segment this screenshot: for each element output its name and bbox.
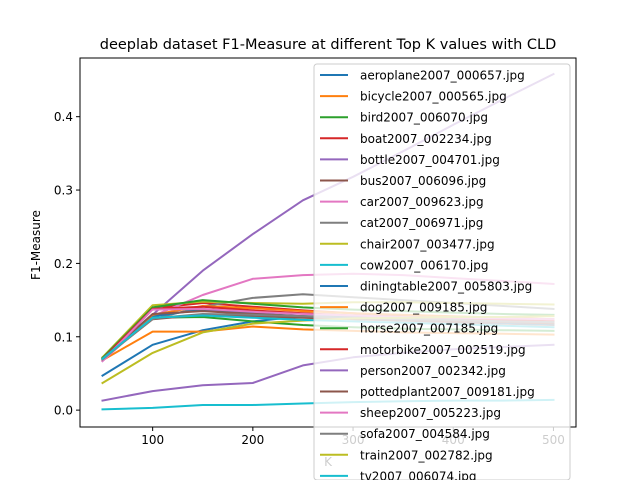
legend-label: pottedplant2007_009181.jpg: [360, 385, 535, 399]
legend-label: diningtable2007_005803.jpg: [360, 280, 532, 294]
legend-label: sofa2007_004584.jpg: [360, 427, 490, 441]
legend-label: bicycle2007_000565.jpg: [360, 90, 507, 104]
x-tick-label: 100: [141, 433, 164, 447]
legend-label: cat2007_006971.jpg: [360, 216, 483, 230]
legend-label: bus2007_006096.jpg: [360, 174, 486, 188]
legend-label: horse2007_007185.jpg: [360, 322, 498, 336]
x-tick-label: 200: [241, 433, 264, 447]
legend-label: tv2007_006074.jpg: [360, 469, 477, 480]
legend-label: bottle2007_004701.jpg: [360, 153, 500, 167]
y-tick-label: 0.3: [54, 184, 73, 198]
legend-label: sheep2007_005223.jpg: [360, 406, 501, 420]
legend-box: [313, 63, 571, 480]
y-tick-label: 0.0: [54, 404, 73, 418]
y-tick-label: 0.2: [54, 257, 73, 271]
legend-label: boat2007_002234.jpg: [360, 132, 492, 146]
legend-label: train2007_002782.jpg: [360, 448, 493, 462]
y-axis-label: F1-Measure: [29, 210, 43, 280]
y-axis: 0.0 0.1 0.2 0.3 0.4: [54, 110, 80, 418]
legend: aeroplane2007_000657.jpg bicycle2007_0005…: [313, 63, 571, 480]
legend-label: bird2007_006070.jpg: [360, 111, 488, 125]
y-tick-label: 0.4: [54, 110, 73, 124]
chart-title: deeplab dataset F1-Measure at different …: [100, 37, 557, 53]
legend-label: motorbike2007_002519.jpg: [360, 343, 526, 357]
legend-label: dog2007_009185.jpg: [360, 301, 487, 315]
legend-label: cow2007_006170.jpg: [360, 258, 488, 272]
legend-label: person2007_002342.jpg: [360, 364, 506, 378]
legend-label: aeroplane2007_000657.jpg: [360, 69, 525, 83]
legend-label: chair2007_003477.jpg: [360, 237, 495, 251]
legend-label: car2007_009623.jpg: [360, 195, 484, 209]
y-tick-label: 0.1: [54, 330, 73, 344]
